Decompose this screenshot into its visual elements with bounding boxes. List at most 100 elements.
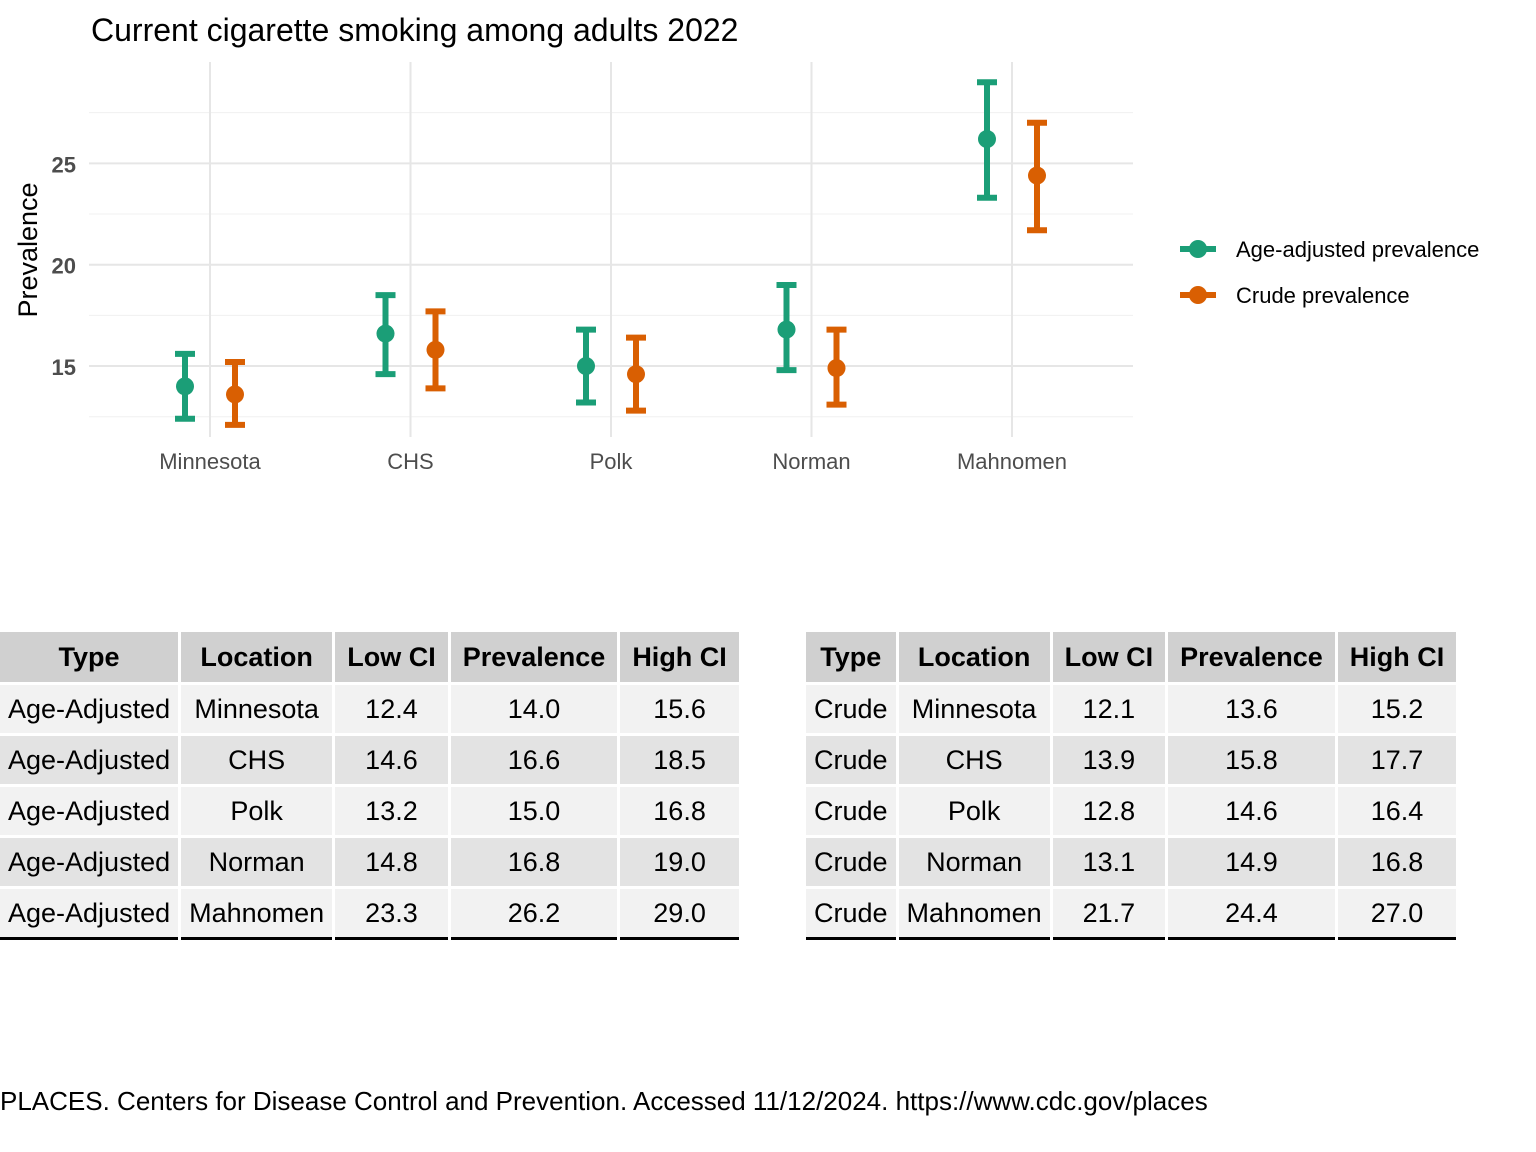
table-cell: Mahnomen <box>181 886 333 940</box>
table-row: Crude Mahnomen 21.7 24.4 27.0 <box>806 886 1457 940</box>
age-adjusted-table: Type Location Low CI Prevalence High CI … <box>0 632 742 940</box>
table-header-row: Type Location Low CI Prevalence High CI <box>806 632 1457 682</box>
table-row: Age-Adjusted Polk 13.2 15.0 16.8 <box>0 784 739 835</box>
table-cell: 15.0 <box>450 784 618 835</box>
column-header: Prevalence <box>1168 632 1335 682</box>
table-cell: 14.9 <box>1168 835 1335 886</box>
legend-label: Age-adjusted prevalence <box>1236 237 1479 262</box>
prevalence-point <box>176 377 194 396</box>
table-cell: Crude <box>806 784 896 835</box>
error-bar-marks <box>175 79 1047 428</box>
table-cell: CHS <box>898 733 1050 784</box>
legend: Age-adjusted prevalence Crude prevalence <box>1180 237 1479 308</box>
y-tick-label: 25 <box>52 152 76 177</box>
table-cell: Crude <box>806 886 896 940</box>
y-axis-label: Prevalence <box>13 182 43 317</box>
prevalence-point <box>376 324 395 343</box>
column-header: High CI <box>620 632 739 682</box>
y-tick-label: 20 <box>52 254 76 279</box>
table-cell: 14.8 <box>335 835 448 886</box>
table-cell: 15.6 <box>620 682 739 733</box>
x-tick-label: CHS <box>387 449 433 474</box>
prevalence-point <box>978 130 996 149</box>
table-cell: Crude <box>806 835 896 886</box>
prevalence-point <box>777 320 796 339</box>
x-tick-labels: Minnesota CHS Polk Norman Mahnomen <box>159 449 1067 474</box>
x-tick-label: Polk <box>590 449 634 474</box>
column-header: Location <box>898 632 1050 682</box>
table-cell: Age-Adjusted <box>0 682 179 733</box>
x-tick-label: Minnesota <box>159 449 261 474</box>
table-cell: 26.2 <box>450 886 618 940</box>
table-cell: 21.7 <box>1052 886 1166 940</box>
table-row: Age-Adjusted Minnesota 12.4 14.0 15.6 <box>0 682 739 733</box>
table-cell: 13.1 <box>1052 835 1166 886</box>
table-cell: Mahnomen <box>898 886 1050 940</box>
table-cell: 19.0 <box>620 835 739 886</box>
column-header: High CI <box>1337 632 1457 682</box>
table-row: Crude Polk 12.8 14.6 16.4 <box>806 784 1457 835</box>
chart: Current cigarette smoking among adults 2… <box>13 12 1479 474</box>
column-header: Type <box>0 632 179 682</box>
table-cell: 15.2 <box>1337 682 1457 733</box>
column-header: Location <box>181 632 333 682</box>
table-cell: 16.4 <box>1337 784 1457 835</box>
table-cell: 29.0 <box>620 886 739 940</box>
column-header: Low CI <box>1052 632 1166 682</box>
table-cell: 15.8 <box>1168 733 1335 784</box>
column-header: Type <box>806 632 896 682</box>
table-cell: Age-Adjusted <box>0 835 179 886</box>
table-cell: 27.0 <box>1337 886 1457 940</box>
table-cell: 16.8 <box>1337 835 1457 886</box>
table-cell: 12.1 <box>1052 682 1166 733</box>
table-cell: 24.4 <box>1168 886 1335 940</box>
table-cell: 16.6 <box>450 733 618 784</box>
table-row: Crude Minnesota 12.1 13.6 15.2 <box>806 682 1457 733</box>
table-cell: 14.6 <box>1168 784 1335 835</box>
legend-label: Crude prevalence <box>1236 283 1410 308</box>
prevalence-point <box>827 359 846 378</box>
table-cell: 14.6 <box>335 733 448 784</box>
table-cell: 12.8 <box>1052 784 1166 835</box>
table-cell: Norman <box>898 835 1050 886</box>
prevalence-point <box>226 385 244 404</box>
table-cell: Minnesota <box>898 682 1050 733</box>
prevalence-point <box>627 365 645 384</box>
table-cell: Age-Adjusted <box>0 733 179 784</box>
column-header: Prevalence <box>450 632 618 682</box>
legend-key-point <box>1189 240 1207 258</box>
crude-table: Type Location Low CI Prevalence High CI … <box>803 632 1459 940</box>
table-cell: 16.8 <box>620 784 739 835</box>
table-row: Age-Adjusted CHS 14.6 16.6 18.5 <box>0 733 739 784</box>
table-cell: Age-Adjusted <box>0 784 179 835</box>
source-caption: PLACES. Centers for Disease Control and … <box>0 1086 1208 1116</box>
table-row: Age-Adjusted Norman 14.8 16.8 19.0 <box>0 835 739 886</box>
table-cell: 12.4 <box>335 682 448 733</box>
table-cell: 18.5 <box>620 733 739 784</box>
column-header: Low CI <box>335 632 448 682</box>
table-cell: CHS <box>181 733 333 784</box>
table-row: Crude Norman 13.1 14.9 16.8 <box>806 835 1457 886</box>
table-cell: Crude <box>806 682 896 733</box>
x-tick-label: Norman <box>772 449 850 474</box>
prevalence-point <box>426 340 445 359</box>
table-cell: Polk <box>898 784 1050 835</box>
table-cell: 23.3 <box>335 886 448 940</box>
table-cell: Polk <box>181 784 333 835</box>
table-cell: 14.0 <box>450 682 618 733</box>
table-cell: 13.2 <box>335 784 448 835</box>
x-tick-label: Mahnomen <box>957 449 1067 474</box>
table-cell: Norman <box>181 835 333 886</box>
table-cell: 13.9 <box>1052 733 1166 784</box>
table-cell: 17.7 <box>1337 733 1457 784</box>
grid-lines <box>89 62 1133 437</box>
table-cell: Crude <box>806 733 896 784</box>
y-tick-labels: 15 20 25 <box>52 152 76 380</box>
table-cell: Age-Adjusted <box>0 886 179 940</box>
table-cell: 16.8 <box>450 835 618 886</box>
legend-key-point <box>1189 286 1207 304</box>
chart-title: Current cigarette smoking among adults 2… <box>91 12 738 48</box>
table-cell: 13.6 <box>1168 682 1335 733</box>
table-row: Crude CHS 13.9 15.8 17.7 <box>806 733 1457 784</box>
prevalence-point <box>1028 166 1046 185</box>
